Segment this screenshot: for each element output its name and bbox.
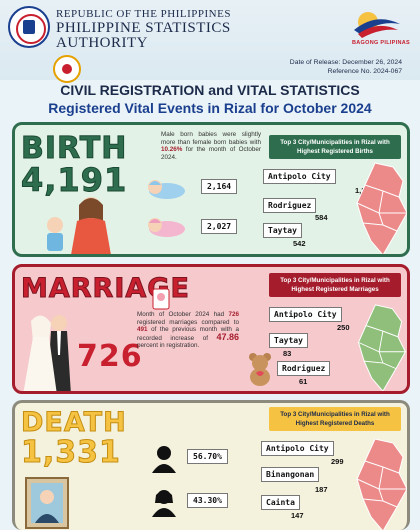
marriage-top3-city-3: Rodriguez [277, 361, 331, 376]
marriage-panel: MARRIAGE 726 Month of October 2024 had 7… [12, 264, 410, 394]
death-top3-city-1: Antipolo City [261, 441, 334, 456]
header: REPUBLIC OF THE PHILIPPINES PHILIPPINE S… [0, 0, 420, 52]
agency-line-1: REPUBLIC OF THE PHILIPPINES [56, 8, 231, 20]
male-icon [152, 446, 176, 473]
female-icon [152, 490, 176, 517]
marriage-certificate-icon [152, 288, 170, 310]
birth-male-count: 2,164 [201, 179, 238, 194]
agency-line-3: AUTHORITY [56, 35, 148, 51]
death-female-pct: 43.30% [187, 493, 228, 508]
birth-panel: BIRTH 4,191 Male born babies were slight… [12, 122, 410, 257]
death-top3-title: Top 3 City/Municipalities in Rizal with … [269, 407, 401, 431]
marriage-note-c: of the previous month with a recorded in… [137, 326, 239, 342]
marriage-top3-count-2: 83 [283, 349, 292, 358]
marriage-note-count: 726 [228, 311, 240, 318]
bagong-pilipinas-logo-icon [354, 12, 400, 38]
death-top3-city-2: Binangonan [261, 467, 320, 482]
memorial-portrait-icon [25, 477, 69, 529]
psa-seal-icon [8, 6, 50, 48]
agency-line-2: PHILIPPINE STATISTICS [56, 20, 231, 36]
rizal-map-icon [356, 438, 407, 530]
birth-top3-city-1: Antipolo City [263, 169, 336, 184]
baby-girl-icon [148, 218, 185, 237]
marriage-note-d: percent in registration. [137, 342, 200, 350]
marriage-total: 726 [77, 339, 143, 374]
page-subtitle: Registered Vital Events in Rizal for Oct… [48, 100, 372, 116]
birth-note-pre: Male born babies were slightly more than… [161, 131, 261, 146]
marriage-note-b: registered marriages compared to [137, 318, 239, 326]
bagong-pilipinas-label: BAGONG PILIPINAS [352, 40, 410, 46]
death-panel: DEATH 1,331 56.70% 43.30% Top 3 City/Mun… [12, 400, 410, 530]
reference-number: Reference No. 2024-067 [327, 68, 402, 75]
birth-heading: BIRTH [20, 131, 128, 167]
birth-top3-count-2: 584 [315, 213, 328, 222]
rizal-map-icon [356, 162, 407, 254]
wedding-couple-illustration-icon [23, 315, 71, 391]
teddy-bear-icon [249, 353, 271, 386]
birth-top3-count-3: 542 [293, 239, 306, 248]
death-top3-count-3: 147 [291, 511, 304, 520]
birth-note-pct: 10.26% [161, 146, 183, 154]
baby-boy-icon [148, 180, 185, 199]
death-top3-count-1: 299 [331, 457, 344, 466]
birth-note-post: for the month of October 2024. [161, 146, 261, 161]
mother-and-child-illustration-icon [47, 197, 111, 254]
marriage-note-prev: 491 [137, 326, 148, 334]
death-heading: DEATH [21, 407, 127, 439]
birth-total: 4,191 [20, 161, 128, 200]
death-total: 1,331 [21, 435, 121, 471]
birth-top3-city-3: Taytay [263, 223, 302, 238]
birth-note: Male born babies were slightly more than… [161, 131, 261, 161]
death-male-pct: 56.70% [187, 449, 228, 464]
marriage-top3-city-2: Taytay [269, 333, 308, 348]
marriage-note-a: Month of October 2024 had [137, 311, 225, 318]
agency-name: REPUBLIC OF THE PHILIPPINES PHILIPPINE S… [56, 8, 231, 51]
marriage-note: Month of October 2024 had 726 registered… [137, 311, 239, 350]
marriage-top3-count-1: 250 [337, 323, 350, 332]
marriage-note-pct: 47.86 [216, 331, 240, 342]
release-info: Date of Release: December 26, 2024 Refer… [290, 58, 402, 76]
page-title: CIVIL REGISTRATION and VITAL STATISTICS [60, 82, 360, 98]
birth-top3-title: Top 3 City/Municipalities in Rizal with … [269, 135, 401, 159]
crvs-seal-icon [53, 55, 81, 83]
marriage-top3-title: Top 3 City/Municipalities in Rizal with … [269, 273, 401, 297]
marriage-top3-count-3: 61 [299, 377, 308, 386]
release-date: Date of Release: December 26, 2024 [289, 59, 402, 66]
birth-top3-city-2: Rodriguez [263, 198, 317, 213]
marriage-top3-city-1: Antipolo City [269, 307, 342, 322]
death-top3-count-2: 187 [315, 485, 328, 494]
death-top3-city-3: Cainta [261, 495, 300, 510]
rizal-map-icon [358, 304, 406, 391]
birth-female-count: 2,027 [201, 219, 238, 234]
